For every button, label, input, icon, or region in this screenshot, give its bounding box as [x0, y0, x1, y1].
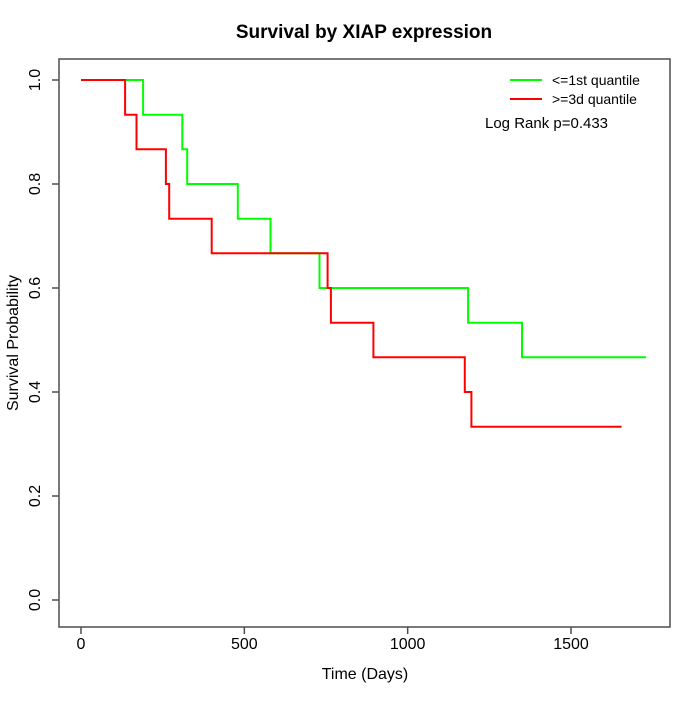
y-tick-label: 0.6 — [27, 277, 44, 299]
x-axis-ticks: 0 500 1000 1500 — [77, 627, 589, 653]
x-tick-label: 0 — [77, 636, 86, 653]
y-tick-label: 0.2 — [27, 485, 44, 507]
survival-curve — [81, 79, 622, 428]
x-tick-label: 500 — [231, 636, 258, 653]
y-axis-label: Survival Probability — [5, 275, 22, 411]
x-axis-label: Time (Days) — [322, 666, 409, 683]
y-tick-label: 1.0 — [27, 69, 44, 91]
y-tick-label: 0.0 — [27, 589, 44, 611]
log-rank-annotation: Log Rank p=0.433 — [485, 115, 608, 132]
legend-label: >=3d quantile — [552, 91, 637, 107]
x-tick-label: 1500 — [553, 636, 589, 653]
legend: <=1st quantile >=3d quantile — [510, 72, 640, 107]
survival-curve — [81, 79, 647, 359]
y-axis-ticks: 0.0 0.2 0.4 0.6 0.8 1.0 — [27, 69, 59, 611]
survival-curves — [81, 79, 647, 428]
y-tick-label: 0.4 — [27, 381, 44, 403]
plot-border — [58, 58, 671, 628]
x-tick-label: 1000 — [390, 636, 426, 653]
chart-title: Survival by XIAP expression — [236, 22, 492, 43]
legend-label: <=1st quantile — [552, 72, 640, 88]
y-tick-label: 0.8 — [27, 173, 44, 195]
